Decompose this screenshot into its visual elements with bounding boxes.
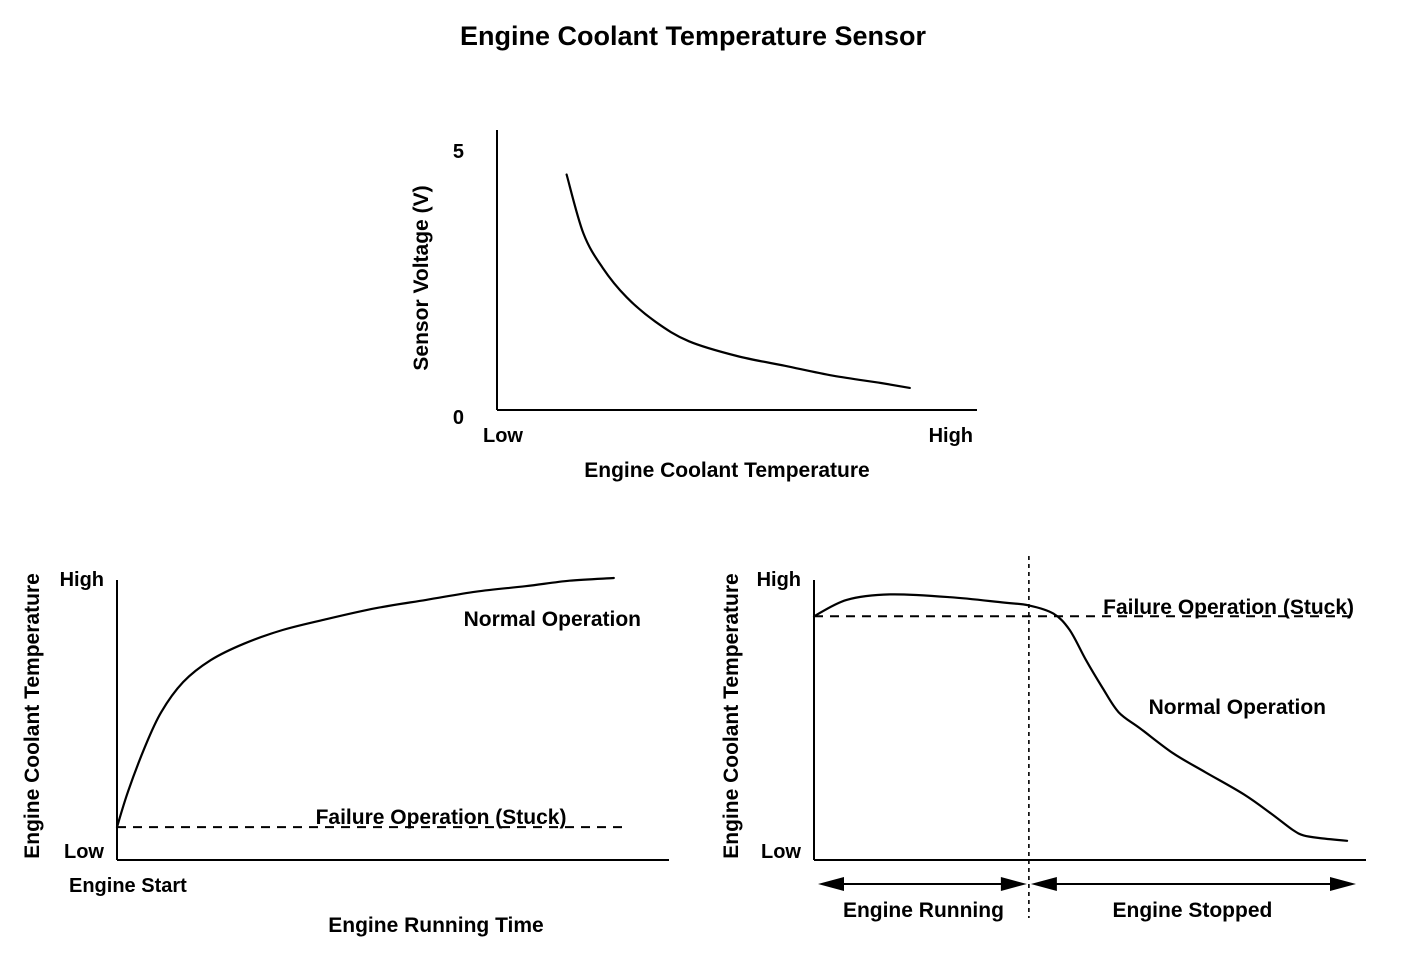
chart3-y-tick-high: High xyxy=(757,569,801,591)
chart1-voltage-curve xyxy=(565,173,911,389)
chart2-y-axis-label: Engine Coolant Temperature xyxy=(21,573,44,858)
stopped-arrow-left-head xyxy=(1030,877,1057,891)
chart3-y-tick-low: Low xyxy=(761,841,801,863)
chart3-normal-curve xyxy=(812,593,1349,842)
chart2-y-tick-low: Low xyxy=(64,841,104,863)
figure-title: Engine Coolant Temperature Sensor xyxy=(460,21,927,51)
phase-label-stopped: Engine Stopped xyxy=(1113,899,1273,922)
chart2-normal-label: Normal Operation xyxy=(464,608,641,631)
chart2-failure-label: Failure Operation (Stuck) xyxy=(316,806,567,829)
chart2-x-axis-label: Engine Running Time xyxy=(328,914,543,937)
chart3-stopped-arrow xyxy=(1030,877,1356,891)
phase-label-running: Engine Running xyxy=(843,899,1004,922)
chart3-normal-label: Normal Operation xyxy=(1149,696,1326,719)
chart1-y-axis-label: Sensor Voltage (V) xyxy=(410,185,433,370)
chart-running-stopped: High Low Engine Coolant Temperature Fail… xyxy=(720,556,1366,922)
chart1-y-tick-high: 5 xyxy=(453,141,464,163)
running-arrow-left-head xyxy=(818,877,844,891)
chart1-x-tick-low: Low xyxy=(483,425,523,447)
chart2-y-tick-high: High xyxy=(60,569,104,591)
chart3-y-axis-label: Engine Coolant Temperature xyxy=(720,573,743,858)
chart2-x-tick-start: Engine Start xyxy=(69,875,187,897)
chart2-normal-curve xyxy=(115,576,615,829)
stopped-arrow-right-head xyxy=(1330,877,1356,891)
running-arrow-right-head xyxy=(1000,877,1027,891)
chart-running-time: High Low Engine Start Engine Running Tim… xyxy=(21,569,669,937)
chart1-x-tick-high: High xyxy=(929,425,973,447)
chart1-y-tick-low: 0 xyxy=(453,407,464,429)
chart1-x-axis-label: Engine Coolant Temperature xyxy=(584,459,869,482)
chart-sensor-voltage: 5 0 Low High Engine Coolant Temperature … xyxy=(410,130,977,482)
chart3-running-arrow xyxy=(818,877,1027,891)
chart3-failure-label: Failure Operation (Stuck) xyxy=(1103,596,1354,619)
